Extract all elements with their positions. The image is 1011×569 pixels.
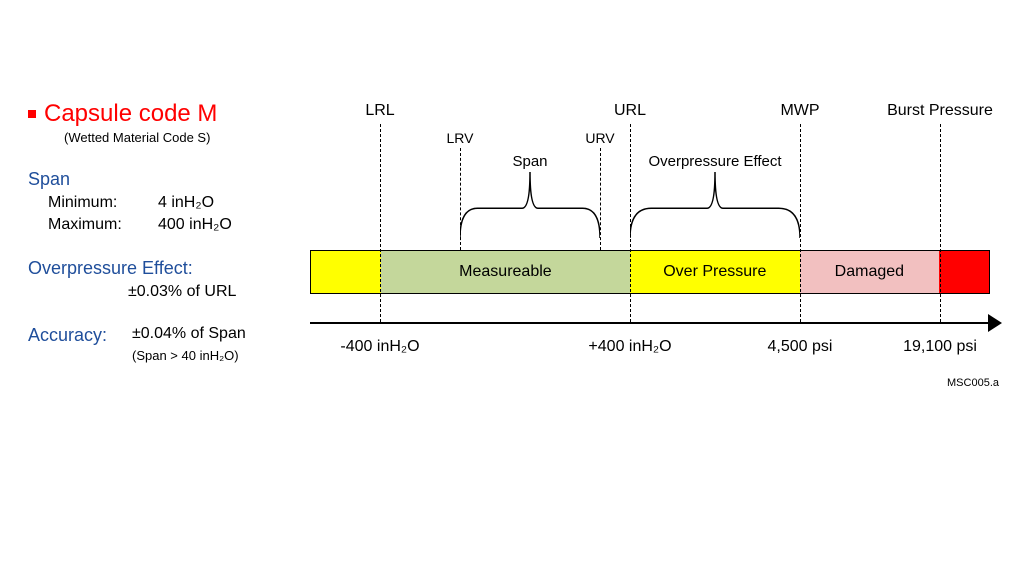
label-burst: Burst Pressure — [887, 102, 993, 120]
span-min-label: Minimum: — [48, 194, 158, 212]
title: Capsule code M — [44, 100, 217, 128]
brace-over — [630, 172, 800, 238]
accuracy-heading: Accuracy: — [28, 325, 132, 346]
bar-row: MeasureableOver PressureDamaged — [310, 250, 990, 294]
bottom-label-url: +400 inH₂O — [588, 338, 671, 356]
vline-mwp — [800, 124, 801, 322]
span-heading: Span — [28, 169, 298, 190]
vline-lrl — [380, 124, 381, 322]
accuracy-row: Accuracy: ±0.04% of Span — [28, 325, 298, 346]
title-row: Capsule code M — [28, 100, 298, 128]
seg-measurable: Measureable — [381, 251, 630, 293]
seg-yellow-left — [311, 251, 381, 293]
label-mwp: MWP — [780, 102, 819, 120]
span-max-value: 400 inH₂O — [158, 216, 232, 234]
axis-arrow-icon — [988, 314, 1002, 332]
accuracy-note: (Span > 40 inH₂O) — [132, 348, 298, 363]
seg-damaged: Damaged — [800, 251, 940, 293]
label-url: URL — [614, 102, 646, 120]
left-panel: Capsule code M (Wetted Material Code S) … — [28, 100, 298, 363]
axis-line — [310, 322, 990, 324]
span-min-value: 4 inH₂O — [158, 194, 214, 212]
brace-label-span: Span — [512, 153, 547, 170]
pressure-chart: MeasureableOver PressureDamaged LRL URL MW… — [300, 90, 1000, 390]
overpressure-heading: Overpressure Effect: — [28, 258, 298, 279]
seg-red — [939, 251, 989, 293]
span-max-label: Maximum: — [48, 216, 158, 234]
bottom-label-lrl: -400 inH₂O — [340, 338, 419, 356]
seg-overpressure: Over Pressure — [630, 251, 800, 293]
accuracy-value: ±0.04% of Span — [132, 325, 246, 346]
bottom-label-burst: 19,100 psi — [903, 338, 977, 356]
overpressure-value-row: ±0.03% of URL — [128, 283, 298, 301]
label-lrl: LRL — [365, 102, 394, 120]
vline-urv — [600, 148, 601, 250]
bottom-label-mwp: 4,500 psi — [768, 338, 833, 356]
span-min-row: Minimum: 4 inH₂O — [48, 194, 298, 212]
span-max-row: Maximum: 400 inH₂O — [48, 216, 298, 234]
label-lrv: LRV — [447, 130, 474, 146]
brace-span — [460, 172, 600, 238]
footer-code: MSC005.a — [947, 377, 999, 389]
overpressure-value: ±0.03% of URL — [128, 283, 236, 301]
label-urv: URV — [585, 130, 614, 146]
subtitle: (Wetted Material Code S) — [64, 130, 298, 145]
brace-label-over: Overpressure Effect — [648, 153, 781, 170]
bullet-icon — [28, 110, 36, 118]
vline-burst — [940, 124, 941, 322]
